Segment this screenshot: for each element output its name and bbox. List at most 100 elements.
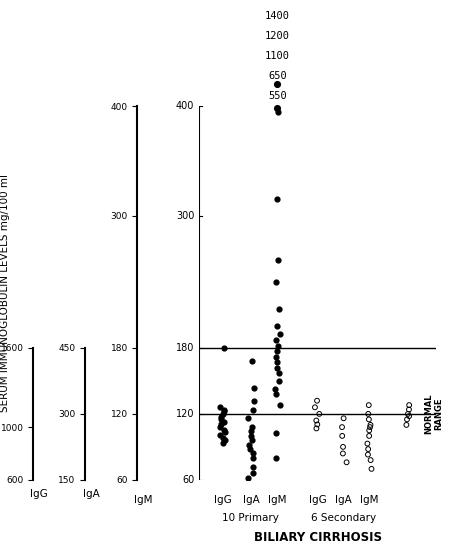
Point [249, 469, 256, 478]
Point [245, 473, 252, 482]
Point [311, 403, 319, 412]
Point [272, 384, 279, 393]
Point [273, 347, 281, 355]
Point [312, 416, 320, 425]
Point [217, 422, 224, 431]
Point [313, 424, 320, 433]
Text: 120: 120 [176, 409, 194, 419]
Text: 10 Primary: 10 Primary [222, 513, 278, 523]
Point [272, 389, 280, 398]
Point [221, 436, 228, 445]
Text: 1400: 1400 [265, 11, 290, 21]
Point [248, 422, 256, 431]
Point [250, 396, 257, 405]
Point [367, 420, 374, 429]
Text: 1100: 1100 [265, 51, 290, 61]
Point [405, 405, 413, 414]
Point [272, 336, 280, 345]
Point [217, 415, 225, 424]
Text: IgA: IgA [83, 489, 100, 499]
Point [340, 414, 347, 423]
Point [220, 406, 228, 415]
Text: IgG: IgG [30, 489, 48, 499]
Text: IgA: IgA [243, 496, 260, 506]
Point [275, 377, 283, 386]
Point [343, 458, 350, 466]
Point [222, 428, 229, 437]
Point [273, 358, 281, 367]
Point [338, 422, 346, 431]
Point [247, 431, 255, 440]
Point [339, 442, 347, 451]
Point [316, 410, 323, 418]
Point [275, 369, 283, 378]
Text: IgM: IgM [268, 496, 287, 506]
Point [274, 107, 282, 116]
Point [248, 436, 256, 445]
Point [249, 462, 257, 471]
Point [405, 412, 413, 421]
Text: IgG: IgG [214, 496, 232, 506]
Point [276, 329, 283, 338]
Point [272, 428, 280, 437]
Point [250, 383, 257, 392]
Point [249, 454, 257, 463]
Point [313, 420, 321, 429]
Point [272, 454, 280, 463]
Point [366, 422, 374, 431]
Point [273, 104, 281, 113]
Point [217, 420, 225, 429]
Point [246, 427, 254, 436]
Point [216, 431, 224, 440]
Point [365, 445, 372, 454]
Point [216, 403, 224, 412]
Text: 550: 550 [268, 90, 287, 100]
Text: 6 Secondary: 6 Secondary [311, 513, 376, 523]
Point [365, 415, 373, 424]
Point [274, 341, 282, 350]
Point [338, 431, 346, 440]
Text: SERUM IMMUNOGLOBULIN LEVELS mg/100 ml: SERUM IMMUNOGLOBULIN LEVELS mg/100 ml [0, 174, 10, 412]
Point [220, 407, 228, 416]
Point [405, 401, 413, 410]
Text: IgA: IgA [335, 496, 352, 506]
Text: IgG: IgG [309, 496, 327, 506]
Point [220, 344, 228, 353]
Point [249, 405, 257, 414]
Point [218, 412, 225, 421]
Text: 400: 400 [176, 101, 194, 111]
Point [219, 433, 227, 442]
Point [249, 449, 256, 458]
Point [365, 410, 372, 418]
Point [220, 425, 228, 434]
Point [219, 439, 227, 448]
Point [248, 357, 255, 365]
Point [365, 426, 373, 435]
Point [367, 456, 374, 465]
Point [245, 414, 252, 423]
Point [246, 445, 254, 454]
Point [364, 450, 372, 459]
Text: IgM: IgM [134, 495, 153, 505]
Point [365, 401, 373, 410]
Text: 300: 300 [176, 211, 194, 221]
Text: 60: 60 [182, 475, 194, 485]
Text: 650: 650 [268, 71, 287, 81]
Text: BILIARY CIRRHOSIS: BILIARY CIRRHOSIS [254, 531, 382, 544]
Point [404, 410, 412, 418]
Point [313, 396, 321, 405]
Text: NORMAL
RANGE: NORMAL RANGE [424, 393, 443, 434]
Point [273, 363, 281, 372]
Point [276, 401, 283, 410]
Point [403, 415, 411, 424]
Point [274, 256, 282, 264]
Text: 180: 180 [176, 343, 194, 353]
Point [364, 439, 371, 448]
Point [246, 440, 253, 449]
Point [339, 449, 346, 458]
Point [220, 417, 228, 426]
Point [276, 305, 283, 314]
Text: 1200: 1200 [265, 31, 290, 41]
Point [368, 464, 375, 473]
Point [273, 80, 281, 89]
